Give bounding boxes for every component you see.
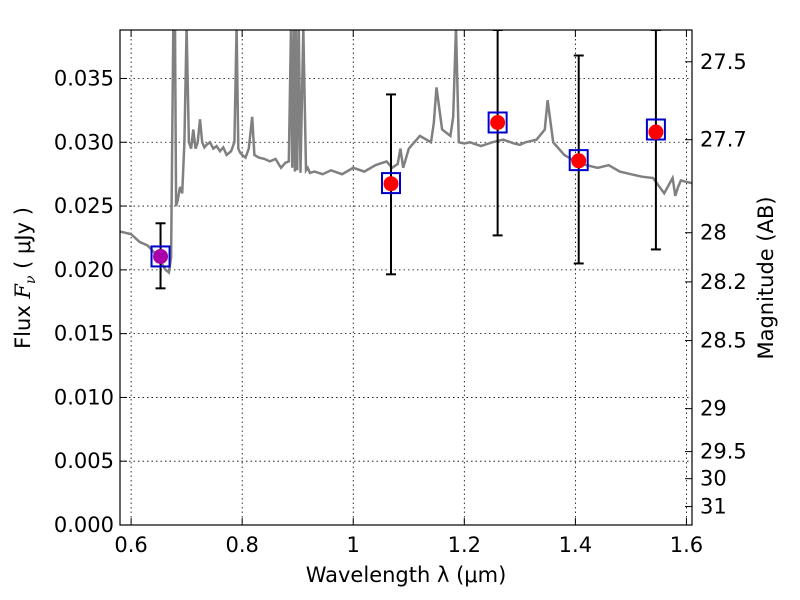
photometry-point [383,176,399,192]
x-tick-label: 1.2 [448,533,481,557]
y-axis-label-prefix: Flux [11,299,35,349]
y-tick-label: 0.030 [54,130,114,154]
y-axis-label-symbol: F [11,283,35,300]
photometry-point [571,153,587,169]
x-axis-label: Wavelength λ (μm) [306,563,507,587]
magnitude-tick-label: 31 [700,495,727,519]
magnitude-tick-label: 28.2 [700,270,747,294]
model-box [487,111,508,134]
right-axis-label: Magnitude (AB) [754,196,778,359]
photometry-point [648,124,664,140]
magnitude-tick-label: 30 [700,467,727,491]
magnitude-tick-labels: 27.5 27.7 28 28.2 28.5 29 29.5 30 31 [700,50,747,519]
x-tick-labels: 0.6 0.8 1 1.2 1.4 1.6 [114,533,703,557]
x-tick-label: 0.8 [225,533,258,557]
magnitude-tick-label: 29 [700,397,727,421]
y-tick-label: 0.010 [54,385,114,409]
x-tick-label: 0.6 [114,533,147,557]
y-tick-label: 0.015 [54,322,114,346]
x-tick-label: 1.6 [670,533,703,557]
plot-frame [119,29,693,526]
magnitude-tick-label: 28 [700,221,727,245]
model-box [381,172,402,195]
y-axis-label: Flux Fν ( μJy ) [11,207,39,349]
y-axis-label-unit: ( μJy ) [11,207,35,275]
model-box [568,149,589,172]
model-boxes [150,111,666,268]
y-tick-label: 0.020 [54,258,114,282]
x-tick-label: 1 [347,533,360,557]
y-tick-label: 0.025 [54,194,114,218]
spectrum-line [120,30,692,275]
photometry-points [153,114,664,264]
y-axis-label-subscript: ν [23,275,39,284]
y-tick-label: 0.005 [54,449,114,473]
magnitude-tick-label: 28.5 [700,329,747,353]
photometry-point [153,248,169,264]
plot-area [120,30,692,290]
photometry-point [490,114,506,130]
model-box [150,245,171,268]
magnitude-tick-label: 29.5 [700,440,747,464]
y-tick-label: 0.000 [54,513,114,537]
magnitude-tick-label: 27.5 [700,50,747,74]
grid-lines [120,30,692,526]
magnitude-tick-label: 27.7 [700,128,747,152]
y-tick-labels: 0.000 0.005 0.010 0.015 0.020 0.025 0.030 0.035 [54,66,114,537]
axis-ticks [120,30,692,526]
x-tick-label: 1.4 [559,533,592,557]
y-tick-label: 0.035 [54,66,114,90]
